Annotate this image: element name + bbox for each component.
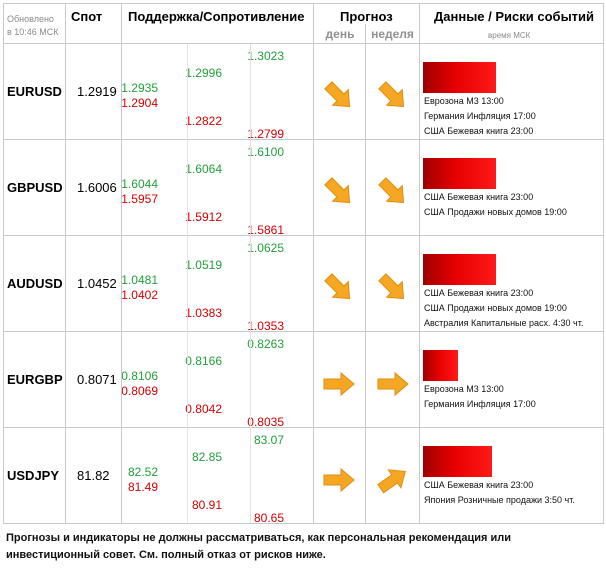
resistance-2: 1.0383 — [185, 306, 222, 320]
event-item: США Бежевая книга 23:00 — [424, 288, 534, 298]
grid-line — [65, 4, 66, 523]
support-2: 82.85 — [191, 450, 222, 464]
support-3: 1.0625 — [247, 241, 284, 255]
table-row: EURUSD 1.2919 1.2935 1.2904 1.2996 1.2822 1.30… — [4, 45, 603, 141]
support-3: 0.8263 — [247, 337, 284, 351]
pair-name: EURUSD — [7, 84, 62, 99]
support-2: 1.2996 — [185, 66, 222, 80]
resistance-3: 1.2799 — [247, 127, 284, 141]
forecast-week-arrow-icon — [376, 465, 410, 495]
forecast-day-arrow-icon — [322, 81, 356, 111]
risk-bar — [423, 254, 496, 285]
support-1: 1.2935 — [121, 81, 158, 95]
spot-header: Спот — [71, 9, 103, 24]
spot-value: 0.8071 — [77, 372, 117, 387]
event-item: Еврозона M3 13:00 — [424, 384, 504, 394]
support-1: 1.0481 — [121, 273, 158, 287]
forecast-week-arrow-icon — [376, 81, 410, 111]
table-row: USDJPY 81.82 82.52 81.49 82.85 80.91 83.07 80.6… — [4, 429, 603, 525]
grid-line — [419, 4, 420, 523]
risk-subtitle: время МСК — [488, 31, 531, 40]
support-resistance-header: Поддержка/Сопротивление — [128, 9, 305, 24]
pair-name: GBPUSD — [7, 180, 63, 195]
resistance-2: 0.8042 — [185, 402, 222, 416]
pair-name: AUDUSD — [7, 276, 63, 291]
resistance-2: 1.5912 — [185, 210, 222, 224]
event-item: США Продажи новых домов 19:00 — [424, 207, 567, 217]
resistance-1: 1.5957 — [121, 192, 158, 206]
resistance-2: 80.91 — [191, 498, 222, 512]
event-item: Австралия Капитальные расх. 4:30 чт. — [424, 318, 584, 328]
support-2: 1.6064 — [185, 162, 222, 176]
spot-value: 81.82 — [77, 468, 110, 483]
event-item: Германия Инфляция 17:00 — [424, 111, 536, 121]
event-item: США Продажи новых домов 19:00 — [424, 303, 567, 313]
updated-text: Обновлено — [7, 14, 54, 24]
updated-time: в 10:46 МСК — [7, 27, 59, 37]
support-3: 83.07 — [253, 433, 284, 447]
resistance-1: 1.2904 — [121, 96, 158, 110]
updated-label: Обновлено в 10:46 МСК — [4, 4, 65, 44]
support-3: 1.6100 — [247, 145, 284, 159]
risk-bar — [423, 350, 458, 381]
risk-title: Данные / Риски событий — [434, 9, 595, 24]
forecast-day-arrow-icon — [322, 369, 356, 399]
disclaimer: Прогнозы и индикаторы не должны рассматр… — [6, 532, 512, 561]
event-item: США Бежевая книга 23:00 — [424, 192, 534, 202]
support-1: 82.52 — [127, 465, 158, 479]
resistance-2: 1.2822 — [185, 114, 222, 128]
table-row: GBPUSD 1.6006 1.6044 1.5957 1.6064 1.5912 1.61… — [4, 141, 603, 237]
event-item: Еврозона M3 13:00 — [424, 96, 504, 106]
event-item: Германия Инфляция 17:00 — [424, 399, 536, 409]
table-header: Обновлено в 10:46 МСК Спот Поддержка/Соп… — [4, 4, 603, 44]
resistance-3: 1.5861 — [247, 223, 284, 237]
resistance-1: 81.49 — [127, 480, 158, 494]
event-item: Япония Розничные продажи 3:50 чт. — [424, 495, 575, 505]
forecast-title: Прогноз — [340, 9, 393, 24]
pair-name: USDJPY — [7, 468, 60, 483]
event-item: США Бежевая книга 23:00 — [424, 480, 534, 490]
grid-line — [187, 44, 188, 523]
forecast-week-arrow-icon — [376, 273, 410, 303]
support-1: 0.8106 — [121, 369, 158, 383]
forecast-header: Прогноз день неделя — [314, 4, 419, 44]
table-row: AUDUSD 1.0452 1.0481 1.0402 1.0519 1.0383 1.06… — [4, 237, 603, 333]
support-3: 1.3023 — [247, 49, 284, 63]
pair-name: EURGBP — [7, 372, 63, 387]
resistance-3: 1.0353 — [247, 319, 284, 333]
support-1: 1.6044 — [121, 177, 158, 191]
event-item: США Бежевая книга 23:00 — [424, 126, 534, 136]
support-2: 1.0519 — [185, 258, 222, 272]
support-2: 0.8166 — [185, 354, 222, 368]
forecast-day-arrow-icon — [322, 177, 356, 207]
forecast-week-label: неделя — [371, 27, 414, 41]
spot-value: 1.2919 — [77, 84, 117, 99]
forecast-week-arrow-icon — [376, 177, 410, 207]
spot-value: 1.0452 — [77, 276, 117, 291]
table-row: EURGBP 0.8071 0.8106 0.8069 0.8166 0.8042 0.82… — [4, 333, 603, 429]
resistance-3: 0.8035 — [247, 415, 284, 429]
forecast-day-arrow-icon — [322, 465, 356, 495]
resistance-1: 1.0402 — [121, 288, 158, 302]
grid-line — [313, 4, 314, 523]
grid-line — [121, 4, 122, 523]
grid-line — [250, 44, 251, 523]
forecast-week-arrow-icon — [376, 369, 410, 399]
risk-header: Данные / Риски событий время МСК — [420, 4, 603, 44]
resistance-1: 0.8069 — [121, 384, 158, 398]
forecast-day-label: день — [325, 27, 355, 41]
risk-bar — [423, 158, 496, 189]
spot-value: 1.6006 — [77, 180, 117, 195]
resistance-3: 80.65 — [253, 511, 284, 525]
forecast-day-arrow-icon — [322, 273, 356, 303]
risk-bar — [423, 446, 492, 477]
grid-line — [365, 24, 366, 523]
risk-bar — [423, 62, 496, 93]
forex-table: Обновлено в 10:46 МСК Спот Поддержка/Соп… — [3, 3, 604, 525]
